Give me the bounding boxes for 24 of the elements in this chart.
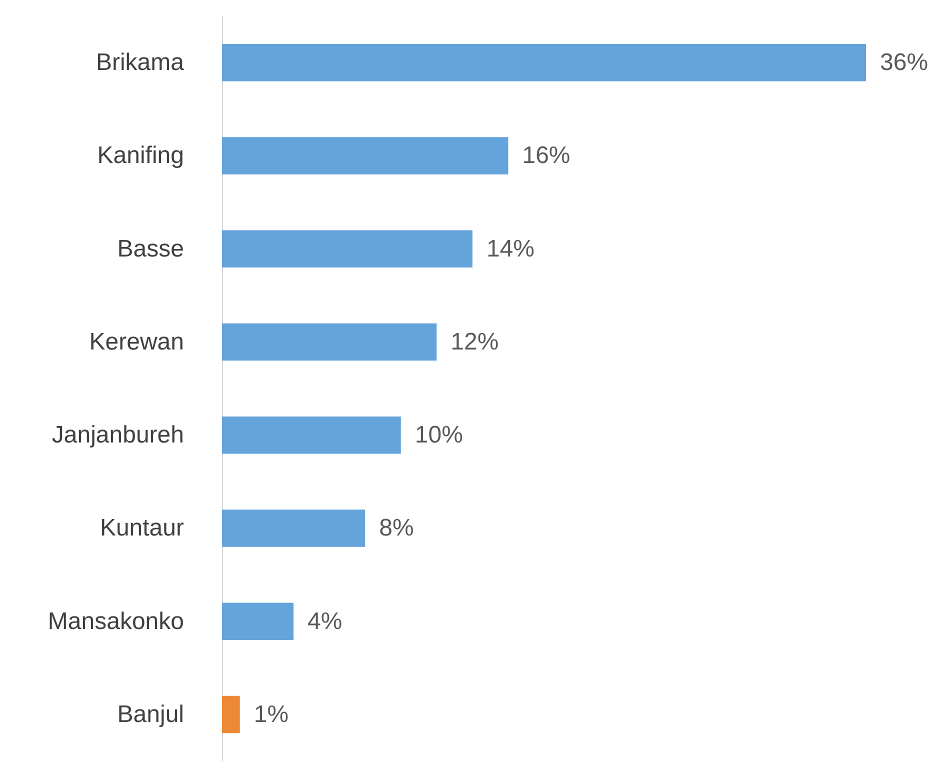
y-tick-label: Brikama <box>96 49 185 76</box>
y-tick-label: Kuntaur <box>100 514 184 542</box>
bar <box>222 510 366 547</box>
y-tick-label: Mansakonko <box>48 608 184 635</box>
y-tick-label: Banjul <box>117 700 184 728</box>
bar <box>222 137 508 174</box>
bar <box>222 230 472 268</box>
bar <box>222 416 401 454</box>
data-label: 1% <box>254 700 289 728</box>
y-tick-label: Basse <box>117 235 184 262</box>
bar <box>222 602 294 640</box>
data-label: 14% <box>486 235 534 262</box>
data-label: 8% <box>379 514 414 542</box>
bar <box>222 323 437 361</box>
data-label: 4% <box>308 608 342 635</box>
bar <box>222 696 240 734</box>
data-label: 12% <box>450 328 499 356</box>
y-tick-label: Kerewan <box>89 328 184 356</box>
y-tick-label: Kanifing <box>97 142 184 170</box>
data-label: 16% <box>522 142 570 170</box>
data-label: 36% <box>880 49 928 76</box>
data-label: 10% <box>414 422 463 449</box>
bar <box>222 44 866 82</box>
y-tick-label: Janjanbureh <box>52 422 184 449</box>
